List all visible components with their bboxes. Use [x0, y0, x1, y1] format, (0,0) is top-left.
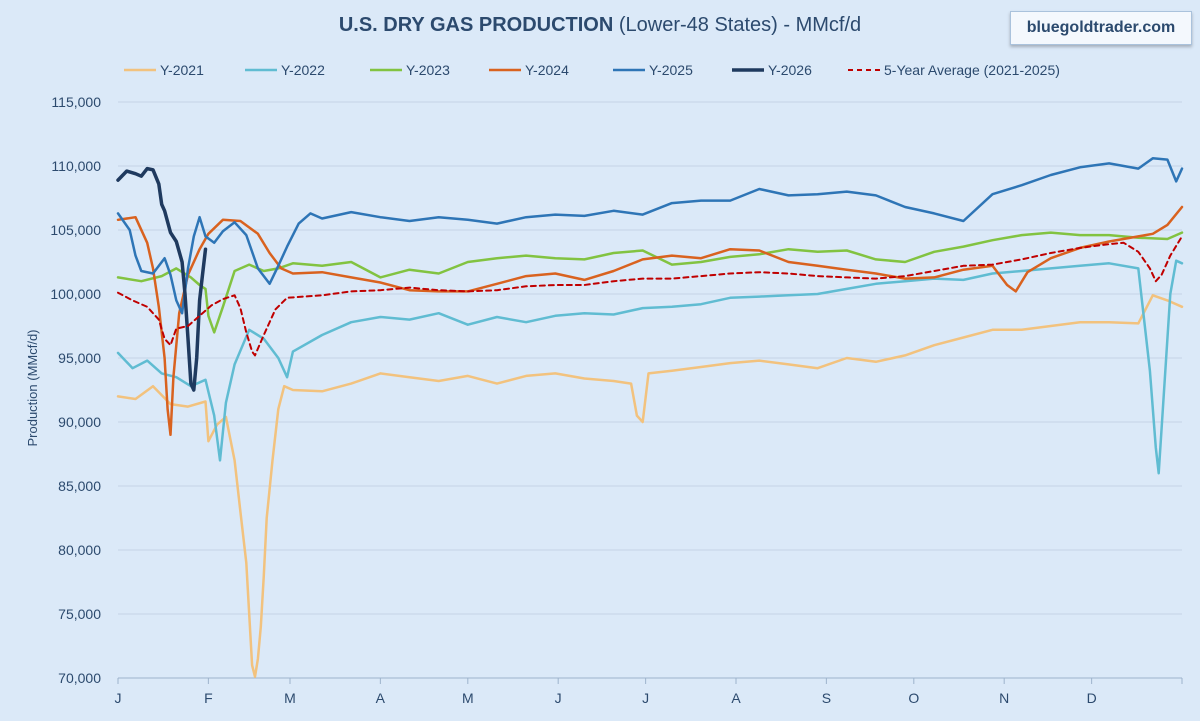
x-tick-label: N: [999, 690, 1009, 706]
legend-label: 5-Year Average (2021-2025): [884, 62, 1060, 78]
legend-label: Y-2023: [406, 62, 450, 78]
y-tick-label: 80,000: [58, 542, 101, 558]
axis-layer: 70,000 75,000 80,000 85,000 90,000 95,000 100,…: [50, 94, 1183, 706]
legend-layer: Y-2021 Y-2022 Y-2023 Y-2024 Y-2025 Y-2026 5-Ye…: [124, 62, 1060, 78]
chart-title-subtitle: (Lower-48 States) - MMcf/d: [613, 14, 862, 36]
series-line-y-2026: [116, 166, 208, 392]
x-tick-label: M: [284, 690, 296, 706]
series-layer: [116, 157, 1184, 678]
x-tick-label: F: [204, 690, 213, 706]
y-tick-label: 110,000: [51, 158, 101, 174]
y-tick-label: 95,000: [58, 350, 101, 366]
y-tick-label: 85,000: [58, 478, 101, 494]
chart-title: U.S. DRY GAS PRODUCTION (Lower-48 States…: [0, 14, 1200, 37]
y-tick-label: 100,000: [50, 286, 101, 302]
y-tick-label: 115,000: [51, 94, 101, 110]
grid-layer: [118, 101, 1182, 679]
brand-watermark: bluegoldtrader.com: [1010, 11, 1192, 45]
x-tick-label: J: [555, 690, 562, 706]
series-line-y-2022: [116, 259, 1184, 475]
legend-label: Y-2022: [281, 62, 325, 78]
series-line-y-2024: [116, 205, 1184, 437]
x-tick-label: A: [731, 690, 741, 706]
y-tick-label: 105,000: [50, 222, 101, 238]
series-line-y-2023: [116, 231, 1184, 334]
legend-label: Y-2025: [649, 62, 693, 78]
y-tick-label: 75,000: [58, 606, 101, 622]
x-tick-label: O: [908, 690, 919, 706]
y-tick-label: 90,000: [58, 414, 101, 430]
legend-label: Y-2026: [768, 62, 812, 78]
x-tick-label: A: [376, 690, 386, 706]
chart-title-bold: U.S. DRY GAS PRODUCTION: [338, 14, 614, 36]
series-line-y-2021: [116, 294, 1184, 678]
series-line-5-year-average-2021-2025: [117, 235, 1183, 357]
series-line-y-2025: [116, 157, 1184, 315]
legend-label: Y-2021: [160, 62, 204, 78]
y-axis-label: Production (MMcf/d): [25, 329, 40, 446]
x-tick-label: J: [642, 690, 649, 706]
y-tick-label: 70,000: [58, 670, 101, 686]
x-tick-label: J: [115, 690, 122, 706]
x-tick-label: S: [822, 690, 831, 706]
x-tick-label: M: [462, 690, 474, 706]
legend-label: Y-2024: [525, 62, 569, 78]
x-tick-label: D: [1087, 690, 1097, 706]
